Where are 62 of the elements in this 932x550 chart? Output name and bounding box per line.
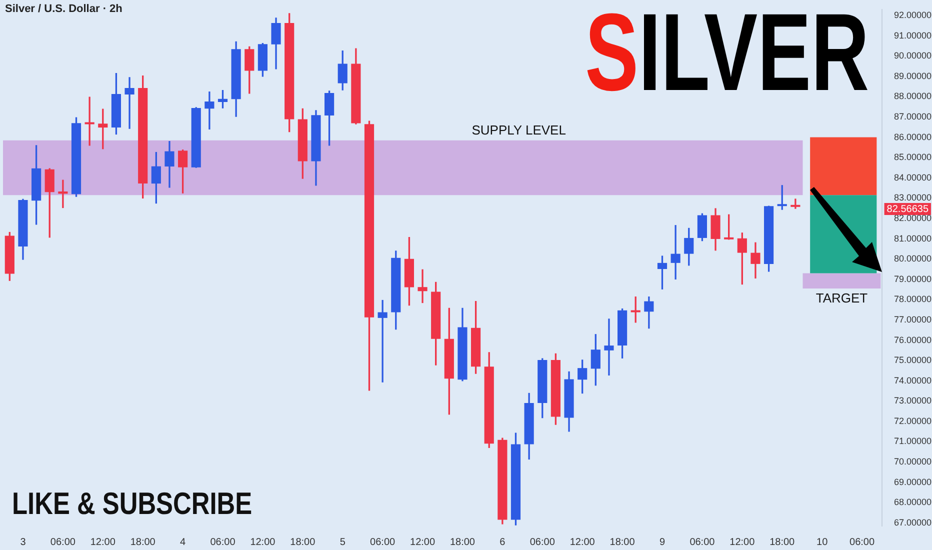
y-tick-label: 90.00000 [894,50,932,61]
y-tick-label: 67.00000 [894,517,932,528]
y-tick-label: 76.00000 [894,334,932,345]
y-tick-label: 92.00000 [894,10,932,20]
x-tick-label: 18:00 [770,536,796,548]
y-tick-label: 68.00000 [894,497,932,508]
y-tick-label: 78.00000 [894,294,932,304]
x-tick-label: 3 [20,536,26,548]
y-tick-label: 73.00000 [894,396,932,406]
y-tick-label: 81.00000 [894,233,932,244]
x-tick-label: 12:00 [250,536,276,548]
y-tick-label: 91.00000 [894,30,932,40]
x-tick-label: 5 [340,536,346,548]
y-tick-label: 70.00000 [894,456,932,467]
y-tick-label: 89.00000 [894,70,932,81]
x-tick-label: 18:00 [450,536,476,548]
y-tick-label: 74.00000 [894,375,932,386]
y-tick-label: 77.00000 [894,314,932,324]
text: 82.56635 [886,204,929,215]
x-tick-label: 6 [500,536,506,548]
y-tick-label: 87.00000 [894,111,932,122]
x-tick-label: 12:00 [570,536,596,548]
annotation: LIKE & SUBSCRIBE [12,486,252,522]
x-tick-label: 06:00 [690,536,716,548]
candlestick [124,77,134,129]
x-tick-label: 12:00 [410,536,436,548]
y-tick-label: 86.00000 [894,132,932,142]
x-tick-label: 06:00 [210,536,236,548]
candlestick [790,198,800,209]
chart-subtitle: Silver / U.S. Dollar · 2h [5,3,122,15]
candlestick [670,225,680,280]
candlestick [84,96,94,146]
y-tick-label: 84.00000 [894,172,932,182]
candlestick [604,318,614,376]
y-tick-label: 71.00000 [894,436,932,446]
y-tick-label: 80.00000 [894,254,932,264]
y-tick-label: 79.00000 [894,274,932,284]
x-tick-label: 4 [180,536,186,548]
x-tick-label: 18:00 [610,536,636,548]
x-tick-label: 06:00 [370,536,396,548]
x-tick-label: 06:00 [50,536,76,548]
x-tick-label: 06:00 [850,536,875,548]
x-tick-label: 9 [659,536,666,548]
y-tick-label: 83.00000 [894,192,932,203]
x-tick-label: 10 [816,536,828,548]
band-label: SUPPLY LEVEL [472,122,566,138]
y-tick-label: 69.00000 [894,476,932,487]
chart-title: SILVER [585,0,870,114]
candlestick [204,91,214,130]
x-tick-label: 06:00 [530,536,556,548]
y-tick-label: 82.00000 [894,212,932,223]
y-tick-label: 88.00000 [894,91,932,102]
candlestick [378,300,388,382]
x-tick-label: 12:00 [730,536,756,548]
y-tick-label: 75.00000 [894,355,932,366]
x-tick-label: 12:00 [90,536,116,548]
x-tick-label: 18:00 [290,536,316,548]
x-tick-label: 18:00 [130,536,156,548]
y-tick-label: 72.00000 [894,416,932,426]
y-tick-label: 85.00000 [894,152,932,162]
band-label: TARGET [816,290,868,306]
candlestick [418,269,428,304]
